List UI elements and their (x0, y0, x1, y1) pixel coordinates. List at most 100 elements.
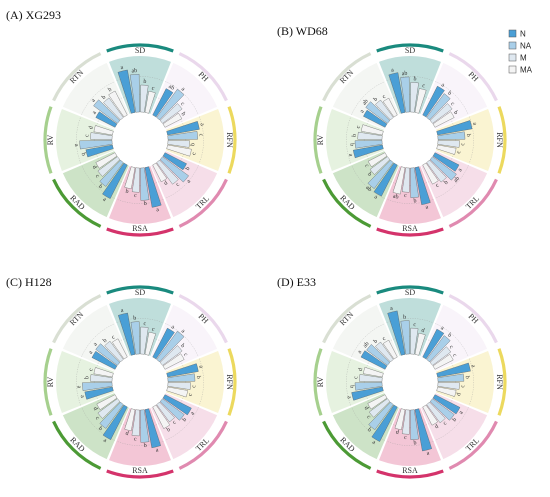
bar-n-rsa (414, 408, 432, 452)
gridline (452, 365, 456, 399)
bar-n-rfn (166, 121, 200, 136)
gridline (123, 336, 157, 340)
bar-ma-rtn (112, 338, 128, 360)
sig-letter: d (358, 367, 365, 371)
group-label-rfn: RFN (495, 374, 504, 390)
sig-letter: c (191, 385, 197, 388)
gridline (435, 81, 469, 115)
bar-m-rtn (103, 97, 124, 121)
bar-ma-rad (367, 394, 388, 410)
bar-na-sd (400, 76, 410, 113)
sig-letter: c (456, 150, 463, 154)
bar-ma-sd (144, 90, 156, 114)
gridline (165, 81, 199, 115)
gridline (182, 365, 186, 399)
sig-letter: a (180, 86, 186, 93)
sig-letter: a (197, 365, 204, 369)
bar-ma-ph (432, 354, 454, 370)
hub (112, 354, 168, 410)
gridline (81, 407, 115, 441)
sig-letter: ab (401, 71, 407, 77)
group-label-rsa: RSA (402, 466, 418, 475)
gridline (435, 165, 469, 199)
bar-ma-trl (422, 404, 438, 426)
sig-letter: a (457, 167, 464, 173)
legend-label-ma: MA (520, 66, 533, 75)
bar-m-rfn (437, 140, 460, 148)
gridline (165, 323, 199, 357)
sector-bg-sd (379, 55, 441, 114)
bar-na-trl (159, 398, 185, 421)
bar-na-rv (354, 382, 383, 391)
group-label-rsa: RSA (132, 224, 148, 233)
bar-ma-trl (422, 162, 439, 185)
sector-bg-trl (151, 393, 218, 460)
bar-na-sd (400, 320, 410, 355)
bar-n-sd (387, 310, 406, 356)
bar-m-ph (159, 345, 183, 366)
sig-letter: c (134, 437, 137, 443)
group-label-sd: SD (405, 288, 415, 297)
sector-bg-ph (151, 62, 218, 129)
sig-letter: b (143, 79, 146, 85)
sig-letter: c (94, 173, 101, 179)
gridline (393, 336, 427, 340)
gridline (158, 400, 183, 425)
group-arc-rtn (52, 294, 102, 344)
gridline (393, 182, 427, 186)
group-label-sd: SD (405, 46, 415, 55)
bar-na-rsa (410, 409, 419, 440)
bar-na-rfn (167, 131, 198, 140)
sig-letter: c (363, 163, 370, 169)
bar-n-rad (373, 162, 398, 197)
group-arc-rfn (227, 348, 237, 416)
group-arc-rv (313, 106, 323, 174)
group-label-rsa: RSA (402, 224, 418, 233)
sig-letter: ab (364, 185, 372, 193)
bar-na-rtn (366, 344, 391, 366)
bar-na-rad (368, 401, 394, 431)
bar-m-sd (410, 327, 419, 355)
bar-ma-rsa (124, 166, 136, 190)
group-arc-ph (448, 294, 498, 344)
sig-letter: b (195, 375, 201, 378)
sig-letter: d (163, 180, 169, 187)
sig-letter: b (144, 443, 147, 449)
gridline (158, 339, 183, 364)
bar-n-sd (117, 69, 136, 114)
group-arc-rsa (376, 469, 444, 479)
group-label-rv: RV (316, 135, 325, 146)
sig-letter: b (179, 343, 186, 349)
bar-n-rad (371, 404, 398, 442)
gridline (165, 165, 199, 199)
sig-letter: a (391, 67, 395, 74)
gridline (123, 424, 157, 428)
bar-m-rsa (401, 167, 410, 193)
sig-letter: ab (453, 176, 461, 184)
group-arc-rv (43, 348, 53, 416)
bar-na-ph (156, 330, 185, 363)
legend: N NA M MA (508, 30, 533, 75)
gridline (428, 97, 453, 122)
sig-letter: a (79, 395, 86, 399)
bar-m-rad (97, 156, 121, 177)
sig-letter: c (451, 353, 458, 359)
sig-letter: a (390, 306, 394, 313)
sector-bg-rv (325, 351, 384, 413)
bar-na-ph (156, 88, 185, 121)
panel-title-c: (C) H128 (6, 275, 52, 289)
bar-na-rtn (95, 343, 121, 366)
sig-letter: b (373, 97, 379, 104)
sector-bg-rtn (62, 304, 129, 371)
sig-letter: a (102, 197, 108, 204)
sig-letter: a (373, 194, 379, 201)
sig-letter: c (179, 101, 186, 107)
sig-letter: a (469, 364, 476, 368)
gridline (123, 182, 157, 186)
bar-n-ph (422, 328, 445, 360)
legend-label-na: NA (520, 42, 532, 51)
bar-ma-rad (96, 394, 118, 410)
bar-n-rv (85, 144, 114, 158)
sig-letter: b (452, 417, 459, 423)
